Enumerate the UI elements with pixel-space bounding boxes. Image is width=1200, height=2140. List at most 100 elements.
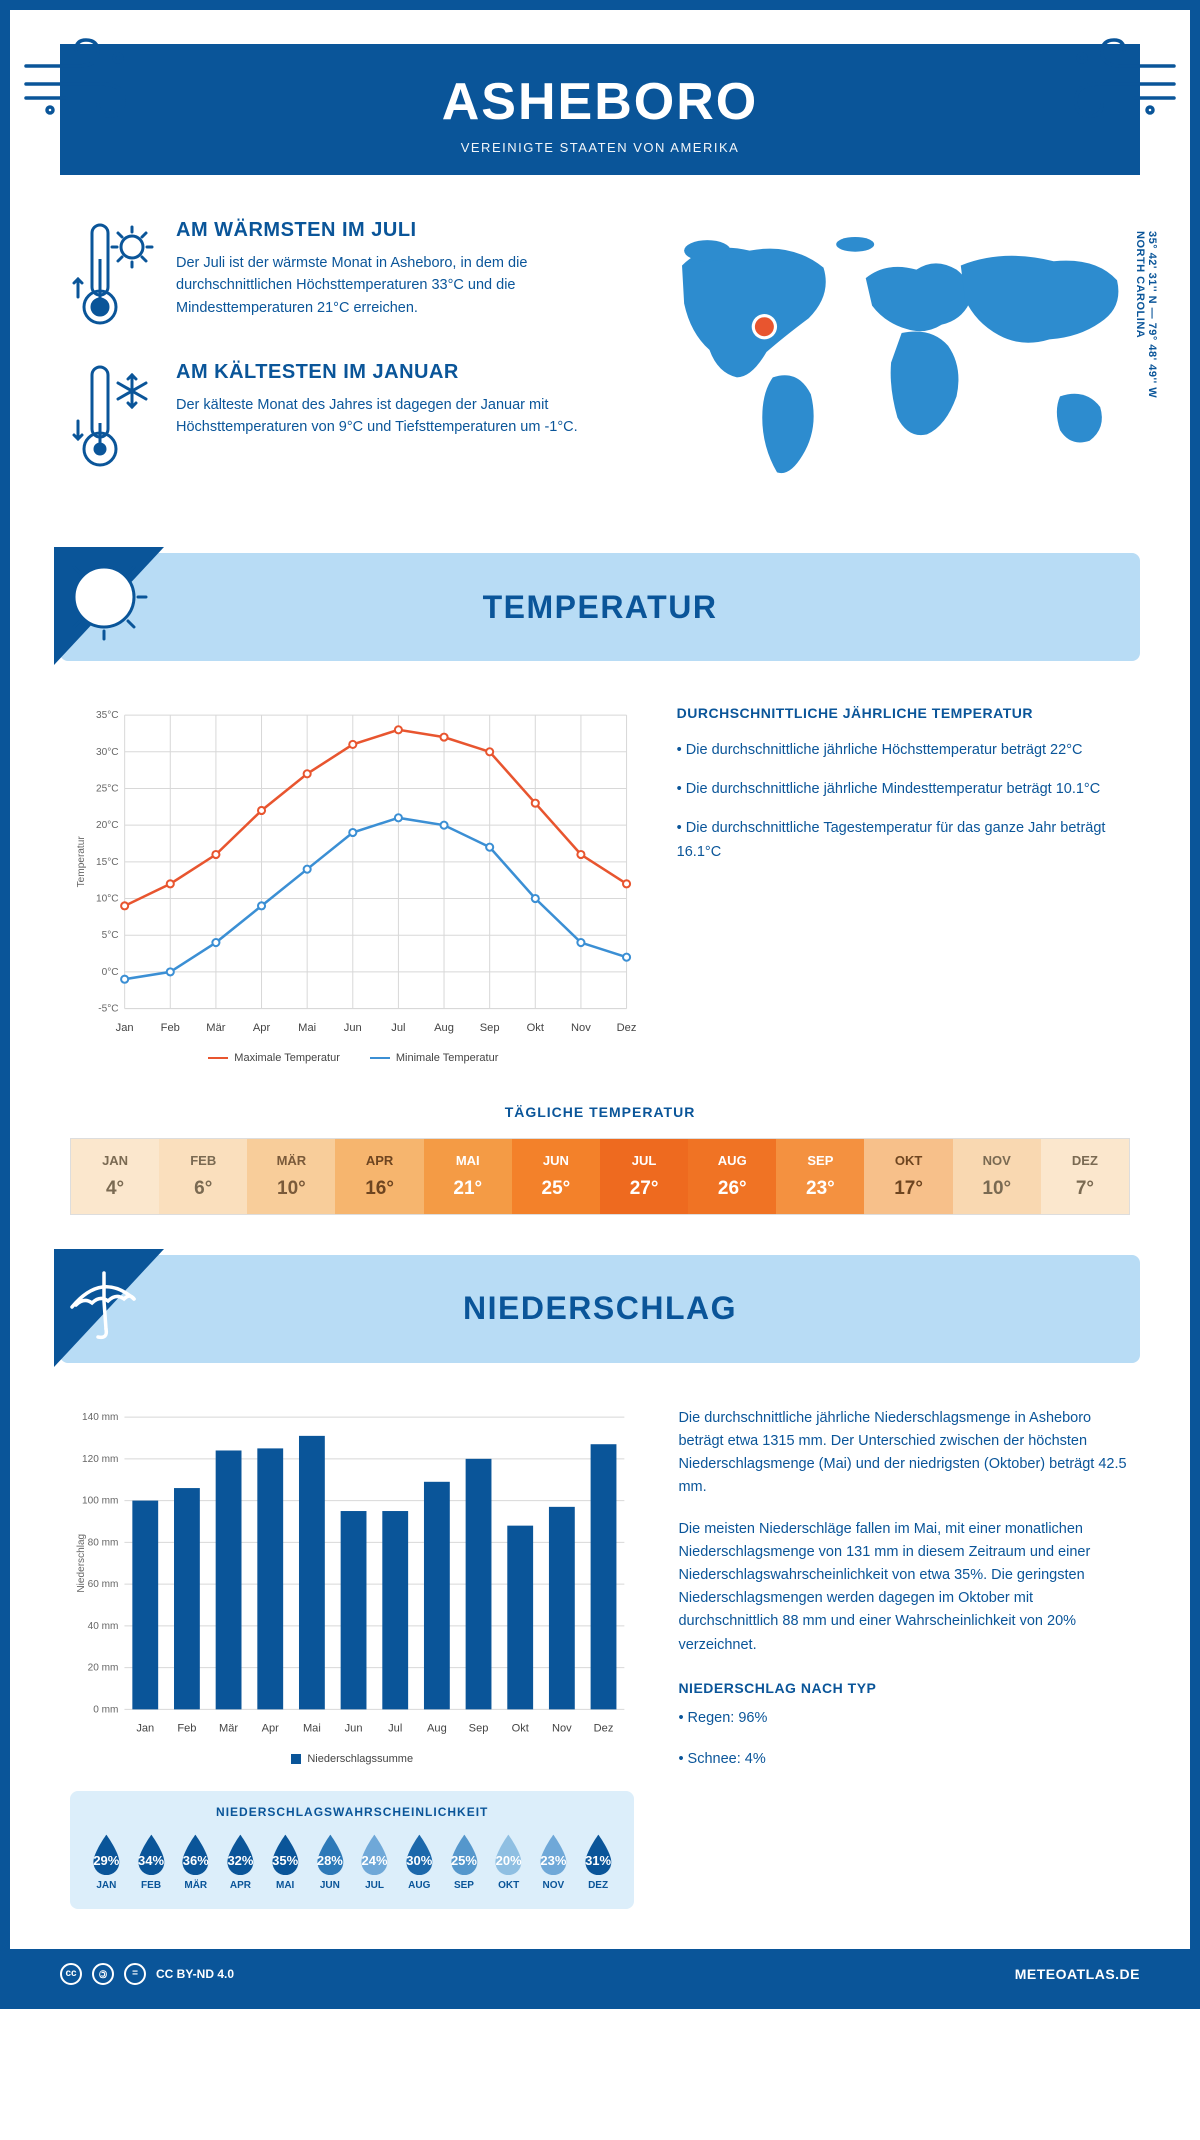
probability-heading: NIEDERSCHLAGSWAHRSCHEINLICHKEIT	[86, 1805, 618, 1819]
svg-text:Nov: Nov	[552, 1722, 572, 1734]
probability-drop: 24%JUL	[354, 1833, 395, 1891]
probability-drop: 34%FEB	[131, 1833, 172, 1891]
svg-text:Apr: Apr	[253, 1022, 271, 1034]
svg-text:Mai: Mai	[303, 1722, 321, 1734]
svg-text:Mär: Mär	[219, 1722, 238, 1734]
svg-text:5°C: 5°C	[102, 930, 119, 941]
svg-text:Dez: Dez	[617, 1022, 637, 1034]
svg-text:10°C: 10°C	[96, 894, 119, 905]
site-name: METEOATLAS.DE	[1015, 1966, 1140, 1982]
svg-text:60 mm: 60 mm	[88, 1579, 119, 1590]
cc-icon: cc	[60, 1963, 82, 1985]
by-icon: 🄯	[92, 1963, 114, 1985]
wind-icon	[1060, 36, 1180, 131]
temp-section-banner: TEMPERATUR	[60, 553, 1140, 661]
svg-text:Sep: Sep	[480, 1022, 500, 1034]
svg-text:Feb: Feb	[177, 1722, 196, 1734]
svg-text:Aug: Aug	[434, 1022, 454, 1034]
svg-text:100 mm: 100 mm	[82, 1496, 118, 1507]
probability-drop: 32%APR	[220, 1833, 261, 1891]
daily-cell: SEP23°	[776, 1139, 864, 1214]
probability-drop: 36%MÄR	[175, 1833, 216, 1891]
cold-fact: AM KÄLTESTEN IM JANUAR Der kälteste Mona…	[70, 361, 604, 471]
daily-cell: APR16°	[335, 1139, 423, 1214]
city-title: ASHEBORO	[60, 72, 1140, 132]
daily-cell: OKT17°	[864, 1139, 952, 1214]
daily-temp-heading: TÄGLICHE TEMPERATUR	[10, 1104, 1190, 1120]
svg-text:Okt: Okt	[512, 1722, 529, 1734]
legend-max: Maximale Temperatur	[234, 1052, 340, 1064]
svg-text:Feb: Feb	[161, 1022, 180, 1034]
temp-text-b1: • Die durchschnittliche jährliche Höchst…	[677, 739, 1130, 762]
svg-text:Jul: Jul	[388, 1722, 402, 1734]
sun-icon	[54, 547, 184, 677]
svg-text:Apr: Apr	[262, 1722, 280, 1734]
svg-text:0 mm: 0 mm	[93, 1704, 118, 1715]
warm-fact: AM WÄRMSTEN IM JULI Der Juli ist der wär…	[70, 219, 604, 329]
svg-text:0°C: 0°C	[102, 967, 119, 978]
svg-text:Jan: Jan	[116, 1022, 134, 1034]
temperature-chart: -5°C0°C5°C10°C15°C20°C25°C30°C35°CJanFeb…	[70, 705, 637, 1064]
precip-p1: Die durchschnittliche jährliche Niedersc…	[678, 1407, 1130, 1500]
svg-text:-5°C: -5°C	[98, 1004, 118, 1015]
daily-cell: DEZ7°	[1041, 1139, 1129, 1214]
legend-min: Minimale Temperatur	[396, 1052, 499, 1064]
probability-drop: 30%AUG	[399, 1833, 440, 1891]
precip-section-banner: NIEDERSCHLAG	[60, 1255, 1140, 1363]
svg-text:30°C: 30°C	[96, 747, 119, 758]
world-map: 35° 42' 31'' N — 79° 48' 49'' W NORTH CA…	[644, 219, 1130, 503]
svg-text:Nov: Nov	[571, 1022, 591, 1034]
temp-heading: TEMPERATUR	[483, 589, 718, 626]
svg-text:Okt: Okt	[527, 1022, 545, 1034]
thermometer-snow-icon	[70, 361, 156, 471]
precip-heading: NIEDERSCHLAG	[463, 1290, 737, 1327]
warm-text: Der Juli ist der wärmste Monat in Ashebo…	[176, 252, 604, 319]
svg-text:20 mm: 20 mm	[88, 1663, 119, 1674]
daily-cell: MAI21°	[424, 1139, 512, 1214]
svg-text:Aug: Aug	[427, 1722, 447, 1734]
coordinates: 35° 42' 31'' N — 79° 48' 49'' W NORTH CA…	[1134, 231, 1158, 398]
temp-text-b3: • Die durchschnittliche Tagestemperatur …	[677, 817, 1130, 863]
nd-icon: =	[124, 1963, 146, 1985]
svg-text:Jun: Jun	[344, 1022, 362, 1034]
cold-title: AM KÄLTESTEN IM JANUAR	[176, 361, 604, 384]
svg-text:15°C: 15°C	[96, 857, 119, 868]
daily-cell: FEB6°	[159, 1139, 247, 1214]
temp-text-b2: • Die durchschnittliche jährliche Mindes…	[677, 778, 1130, 801]
svg-text:35°C: 35°C	[96, 710, 119, 721]
daily-temp-table: JAN4°FEB6°MÄR10°APR16°MAI21°JUN25°JUL27°…	[70, 1138, 1130, 1215]
daily-cell: JAN4°	[71, 1139, 159, 1214]
umbrella-icon	[54, 1249, 184, 1379]
probability-drop: 23%NOV	[533, 1833, 574, 1891]
precipitation-chart: 0 mm 20 mm 40 mm 60 mm 80 mm 100 mm 120 mm 140 …	[70, 1407, 634, 1765]
probability-drop: 29%JAN	[86, 1833, 127, 1891]
footer: cc 🄯 = CC BY-ND 4.0 METEOATLAS.DE	[10, 1949, 1190, 1999]
header: ASHEBORO VEREINIGTE STAATEN VON AMERIKA	[60, 44, 1140, 175]
probability-drop: 31%DEZ	[578, 1833, 619, 1891]
svg-text:40 mm: 40 mm	[88, 1621, 119, 1632]
probability-drop: 28%JUN	[310, 1833, 351, 1891]
svg-text:Jun: Jun	[345, 1722, 363, 1734]
wind-icon	[20, 36, 140, 131]
svg-text:120 mm: 120 mm	[82, 1454, 118, 1465]
precip-p2: Die meisten Niederschläge fallen im Mai,…	[678, 1518, 1130, 1657]
daily-cell: MÄR10°	[247, 1139, 335, 1214]
legend-precip: Niederschlagssumme	[307, 1753, 413, 1765]
svg-text:80 mm: 80 mm	[88, 1537, 119, 1548]
cold-text: Der kälteste Monat des Jahres ist dagege…	[176, 394, 604, 439]
thermometer-sun-icon	[70, 219, 156, 329]
svg-text:Jan: Jan	[136, 1722, 154, 1734]
svg-text:Niederschlag: Niederschlag	[76, 1534, 87, 1593]
precip-t1: • Regen: 96%	[678, 1707, 1130, 1730]
daily-cell: NOV10°	[953, 1139, 1041, 1214]
warm-title: AM WÄRMSTEN IM JULI	[176, 219, 604, 242]
license-text: CC BY-ND 4.0	[156, 1967, 234, 1981]
probability-box: NIEDERSCHLAGSWAHRSCHEINLICHKEIT 29%JAN34…	[70, 1791, 634, 1909]
svg-text:Dez: Dez	[594, 1722, 614, 1734]
svg-text:140 mm: 140 mm	[82, 1412, 118, 1423]
daily-cell: JUN25°	[512, 1139, 600, 1214]
svg-text:Jul: Jul	[391, 1022, 405, 1034]
svg-text:Sep: Sep	[469, 1722, 489, 1734]
svg-text:25°C: 25°C	[96, 784, 119, 795]
probability-drop: 20%OKT	[488, 1833, 529, 1891]
